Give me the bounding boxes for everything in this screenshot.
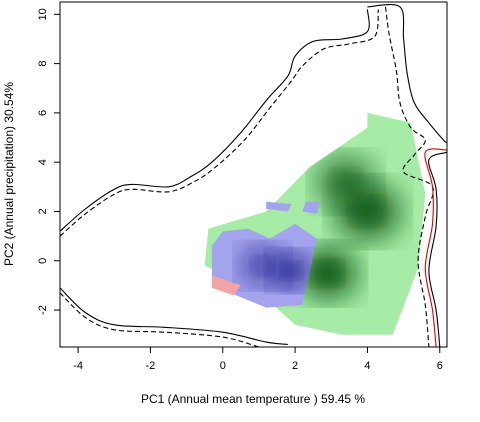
- envelope-contour-dashed: [60, 9, 379, 237]
- y-tick-label: 6: [37, 110, 49, 116]
- density-core: [282, 263, 301, 279]
- envelope-contour-solid: [60, 9, 370, 232]
- x-tick-label: 0: [220, 360, 226, 372]
- y-axis-title: PC2 (Annual precipitation) 30.54%: [2, 82, 16, 266]
- density-core: [352, 199, 383, 224]
- envelope-contour-dashed: [384, 6, 434, 347]
- contour-layer: [60, 4, 447, 347]
- density-core: [252, 257, 273, 274]
- density-layer: [204, 112, 426, 335]
- x-tick-label: 2: [292, 360, 298, 372]
- y-tick-label: 0: [37, 258, 49, 264]
- x-tick-label: 4: [364, 360, 370, 372]
- y-tick-label: 8: [37, 61, 49, 67]
- envelope-contour-dashed: [60, 292, 260, 347]
- y-tick-label: 10: [37, 8, 49, 20]
- y-tick-label: -2: [37, 305, 49, 315]
- density-blob-blue: [302, 201, 321, 214]
- x-tick-label: -2: [146, 360, 156, 372]
- overlap-region: [211, 275, 241, 296]
- x-tick-label: 6: [437, 360, 443, 372]
- envelope-contour-solid: [60, 287, 288, 346]
- x-tick-label: -4: [73, 360, 83, 372]
- envelope-contour-solid: [428, 151, 447, 347]
- density-core: [314, 262, 341, 285]
- density-core: [332, 170, 359, 193]
- envelope-contour-solid: [424, 148, 447, 347]
- y-tick-label: 4: [37, 159, 49, 165]
- y-tick-label: 2: [37, 208, 49, 214]
- x-axis-title: PC1 (Annual mean temperature ) 59.45 %: [141, 392, 365, 406]
- envelope-contour-solid: [367, 4, 447, 144]
- axes: -4 -2 0 2 4 6 -2 0 2 4 6 8 10: [37, 8, 443, 372]
- density-blob-blue: [266, 201, 292, 212]
